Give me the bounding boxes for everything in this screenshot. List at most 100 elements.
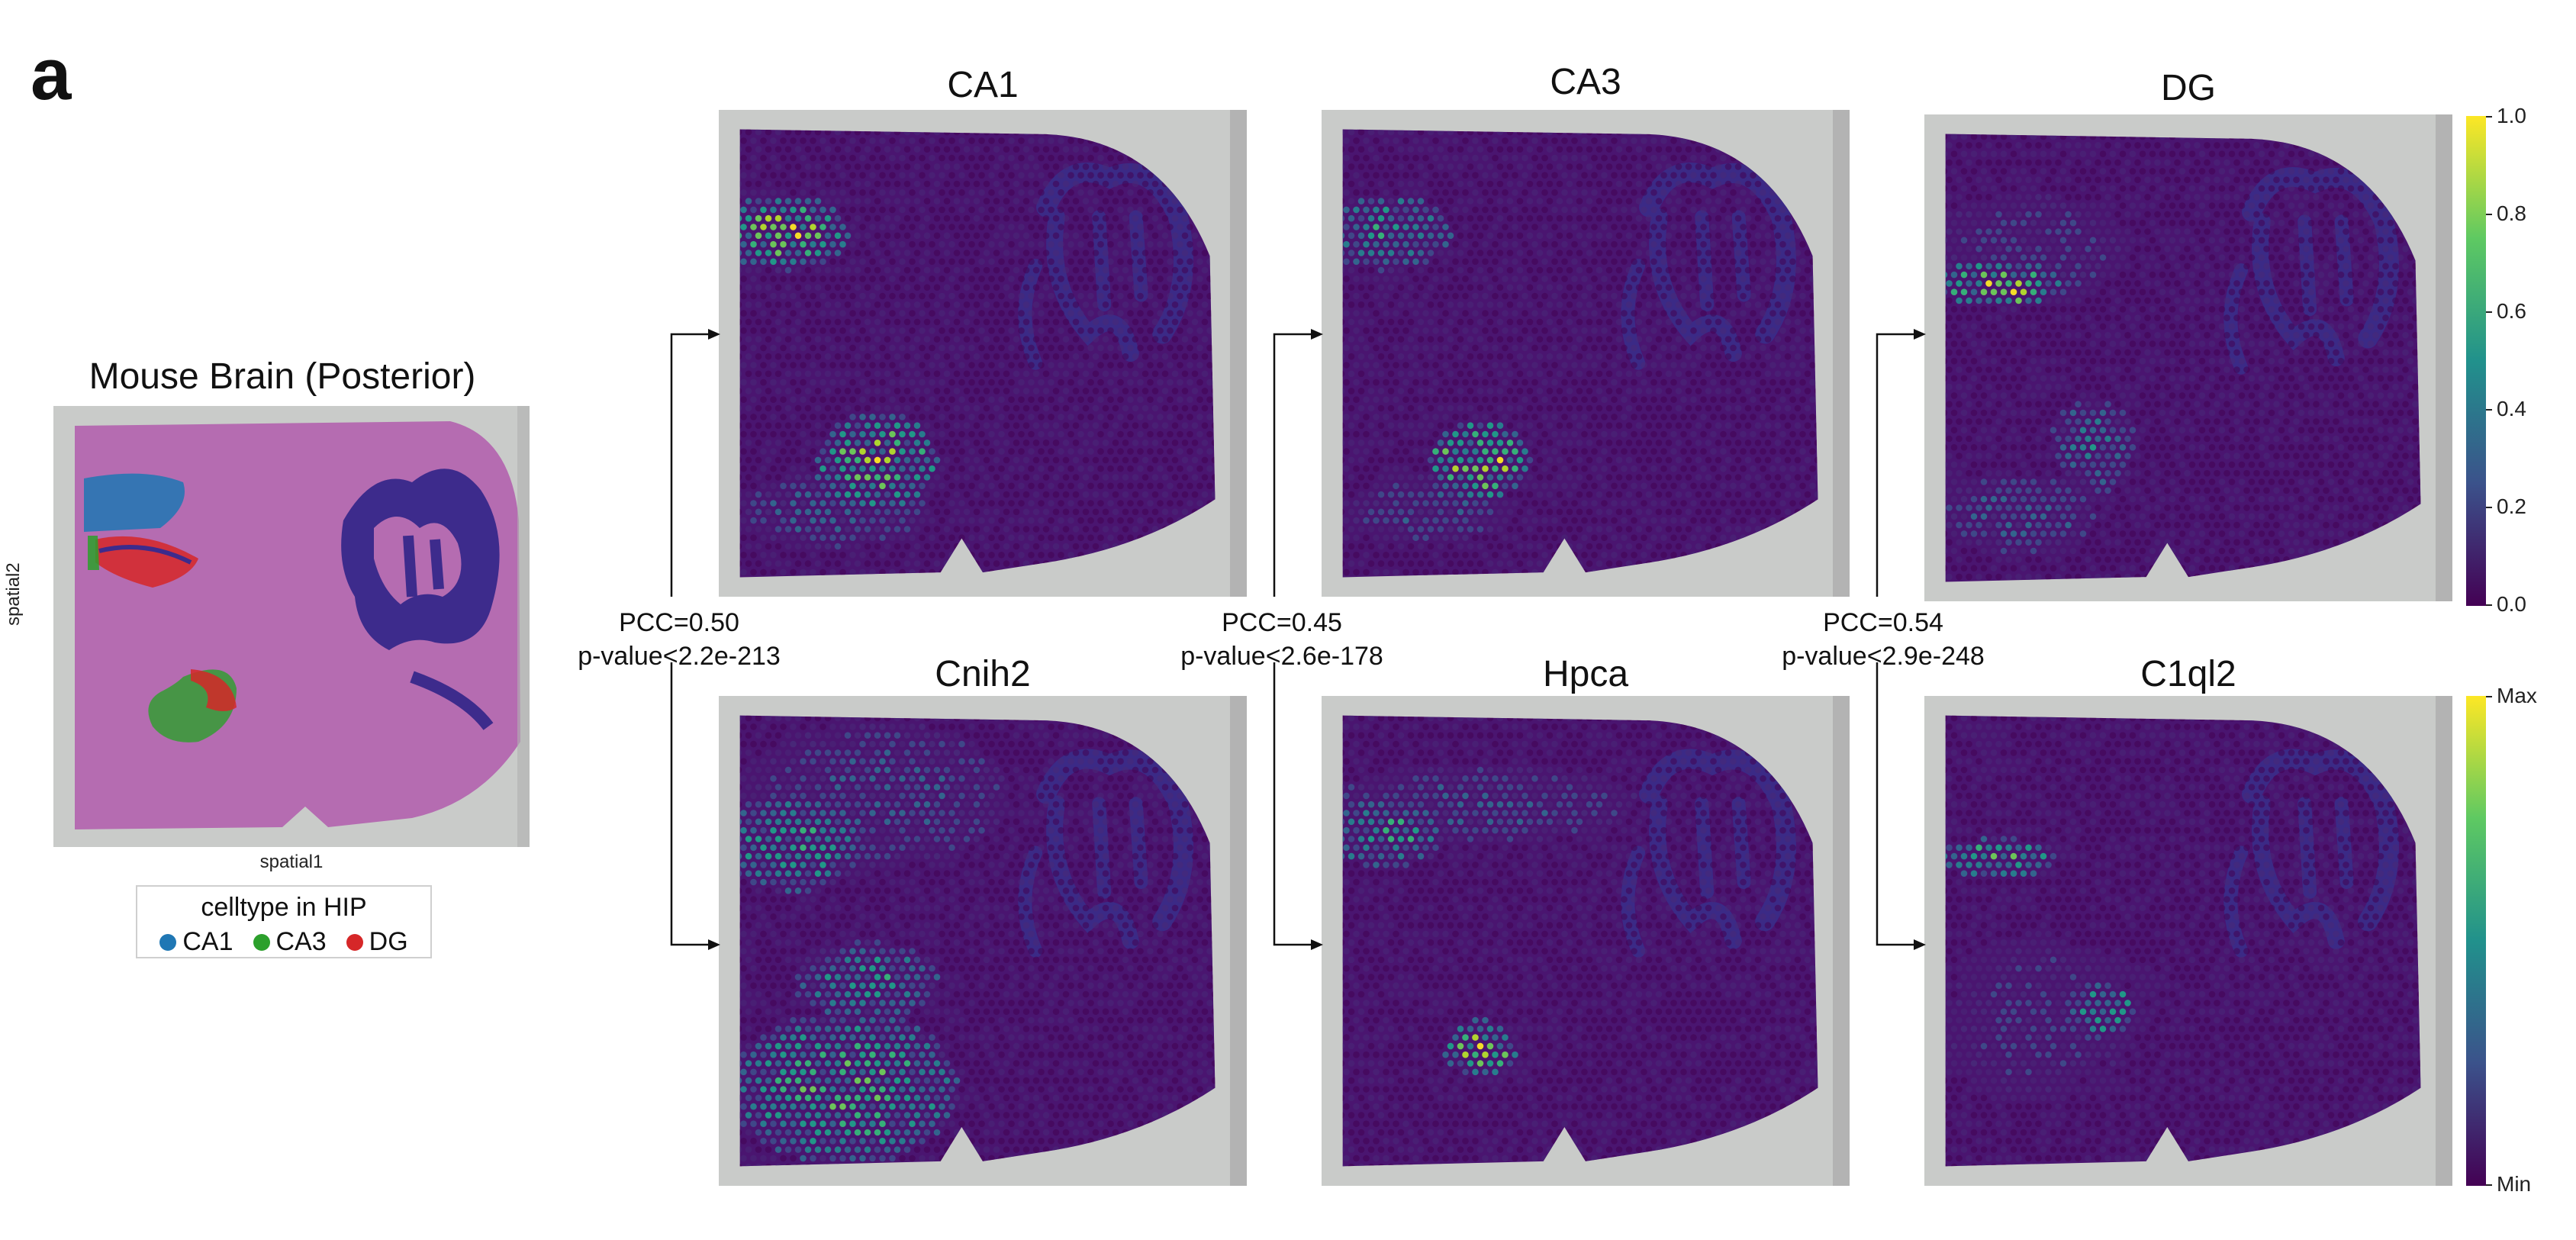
spot	[824, 250, 832, 256]
spot	[1107, 448, 1114, 455]
spot	[1506, 404, 1514, 412]
spot	[745, 456, 752, 464]
spot	[1003, 388, 1010, 395]
overview-xlabel: spatial1	[259, 852, 324, 872]
spot	[1734, 336, 1742, 343]
spot	[1117, 154, 1124, 162]
spot	[1655, 232, 1663, 240]
spot	[1680, 258, 1687, 266]
spot	[1764, 198, 1772, 205]
spot	[1417, 456, 1425, 464]
spot	[765, 250, 772, 256]
spot	[1013, 422, 1020, 429]
spot	[929, 275, 935, 282]
spot	[1363, 430, 1370, 438]
spot	[953, 491, 961, 498]
spot	[874, 232, 881, 240]
spot	[1506, 388, 1514, 395]
spot	[1181, 250, 1189, 256]
spot	[834, 491, 842, 498]
spot	[1038, 534, 1045, 541]
spot	[889, 378, 896, 386]
spot	[1784, 422, 1792, 429]
spot	[1809, 414, 1816, 420]
spot	[1422, 240, 1429, 248]
spot	[814, 388, 822, 395]
spot	[933, 543, 941, 550]
spot	[1102, 508, 1109, 516]
spot	[1377, 301, 1385, 308]
spot	[1097, 448, 1104, 455]
spot	[810, 275, 816, 282]
spot	[874, 266, 881, 274]
spot	[1650, 189, 1657, 196]
spot	[1206, 362, 1213, 369]
spot	[1750, 189, 1757, 196]
spot	[810, 137, 816, 144]
spot	[1635, 146, 1643, 153]
spot	[760, 327, 767, 334]
spot	[1486, 336, 1494, 343]
spot	[859, 465, 866, 472]
spot	[1048, 552, 1055, 559]
spot	[1171, 404, 1179, 412]
spot	[1660, 327, 1667, 334]
spot	[1097, 224, 1104, 230]
spot	[1641, 137, 1647, 144]
spot	[1665, 146, 1673, 153]
spot	[913, 250, 921, 256]
spot	[1003, 266, 1010, 274]
spot	[1521, 240, 1528, 248]
spot	[1744, 318, 1752, 326]
spot	[1754, 422, 1762, 429]
spot	[1650, 224, 1657, 230]
spot	[745, 301, 752, 308]
spot	[829, 292, 836, 300]
spot	[1650, 378, 1657, 386]
spot	[973, 404, 980, 412]
spot	[849, 240, 856, 248]
spot	[1177, 430, 1183, 438]
spot	[1705, 318, 1712, 326]
spot	[988, 154, 995, 162]
spot	[1122, 440, 1129, 446]
spot	[943, 198, 951, 205]
spot	[834, 474, 842, 481]
spot	[1157, 430, 1164, 438]
spot	[1062, 232, 1070, 240]
spot	[919, 500, 926, 507]
spot	[943, 491, 951, 498]
spot	[1387, 301, 1395, 308]
spot	[1526, 353, 1534, 360]
spot	[1018, 482, 1025, 490]
spot	[1760, 206, 1766, 214]
spot	[750, 448, 757, 455]
spot	[854, 508, 861, 516]
spot	[988, 137, 995, 144]
spot	[1566, 146, 1573, 153]
spot	[1072, 284, 1080, 291]
spot	[1042, 404, 1050, 412]
spot	[913, 456, 921, 464]
spot	[1750, 327, 1757, 334]
spot	[1457, 250, 1464, 256]
spot	[998, 448, 1005, 455]
spot	[1427, 404, 1435, 412]
spot	[953, 474, 961, 481]
spot	[854, 456, 861, 464]
spot	[988, 465, 995, 472]
spot	[1107, 396, 1114, 403]
spot	[1586, 318, 1593, 326]
spot	[889, 240, 896, 248]
spot	[933, 440, 941, 446]
spot	[1641, 172, 1647, 179]
map-title-cnih2: Cnih2	[935, 654, 1031, 694]
spot	[1087, 240, 1094, 248]
spot	[1611, 275, 1618, 282]
spot	[1774, 318, 1782, 326]
spot	[1107, 500, 1114, 507]
spot	[790, 310, 797, 317]
spot	[1357, 440, 1365, 446]
spot	[1665, 180, 1673, 188]
spot	[1127, 396, 1134, 403]
